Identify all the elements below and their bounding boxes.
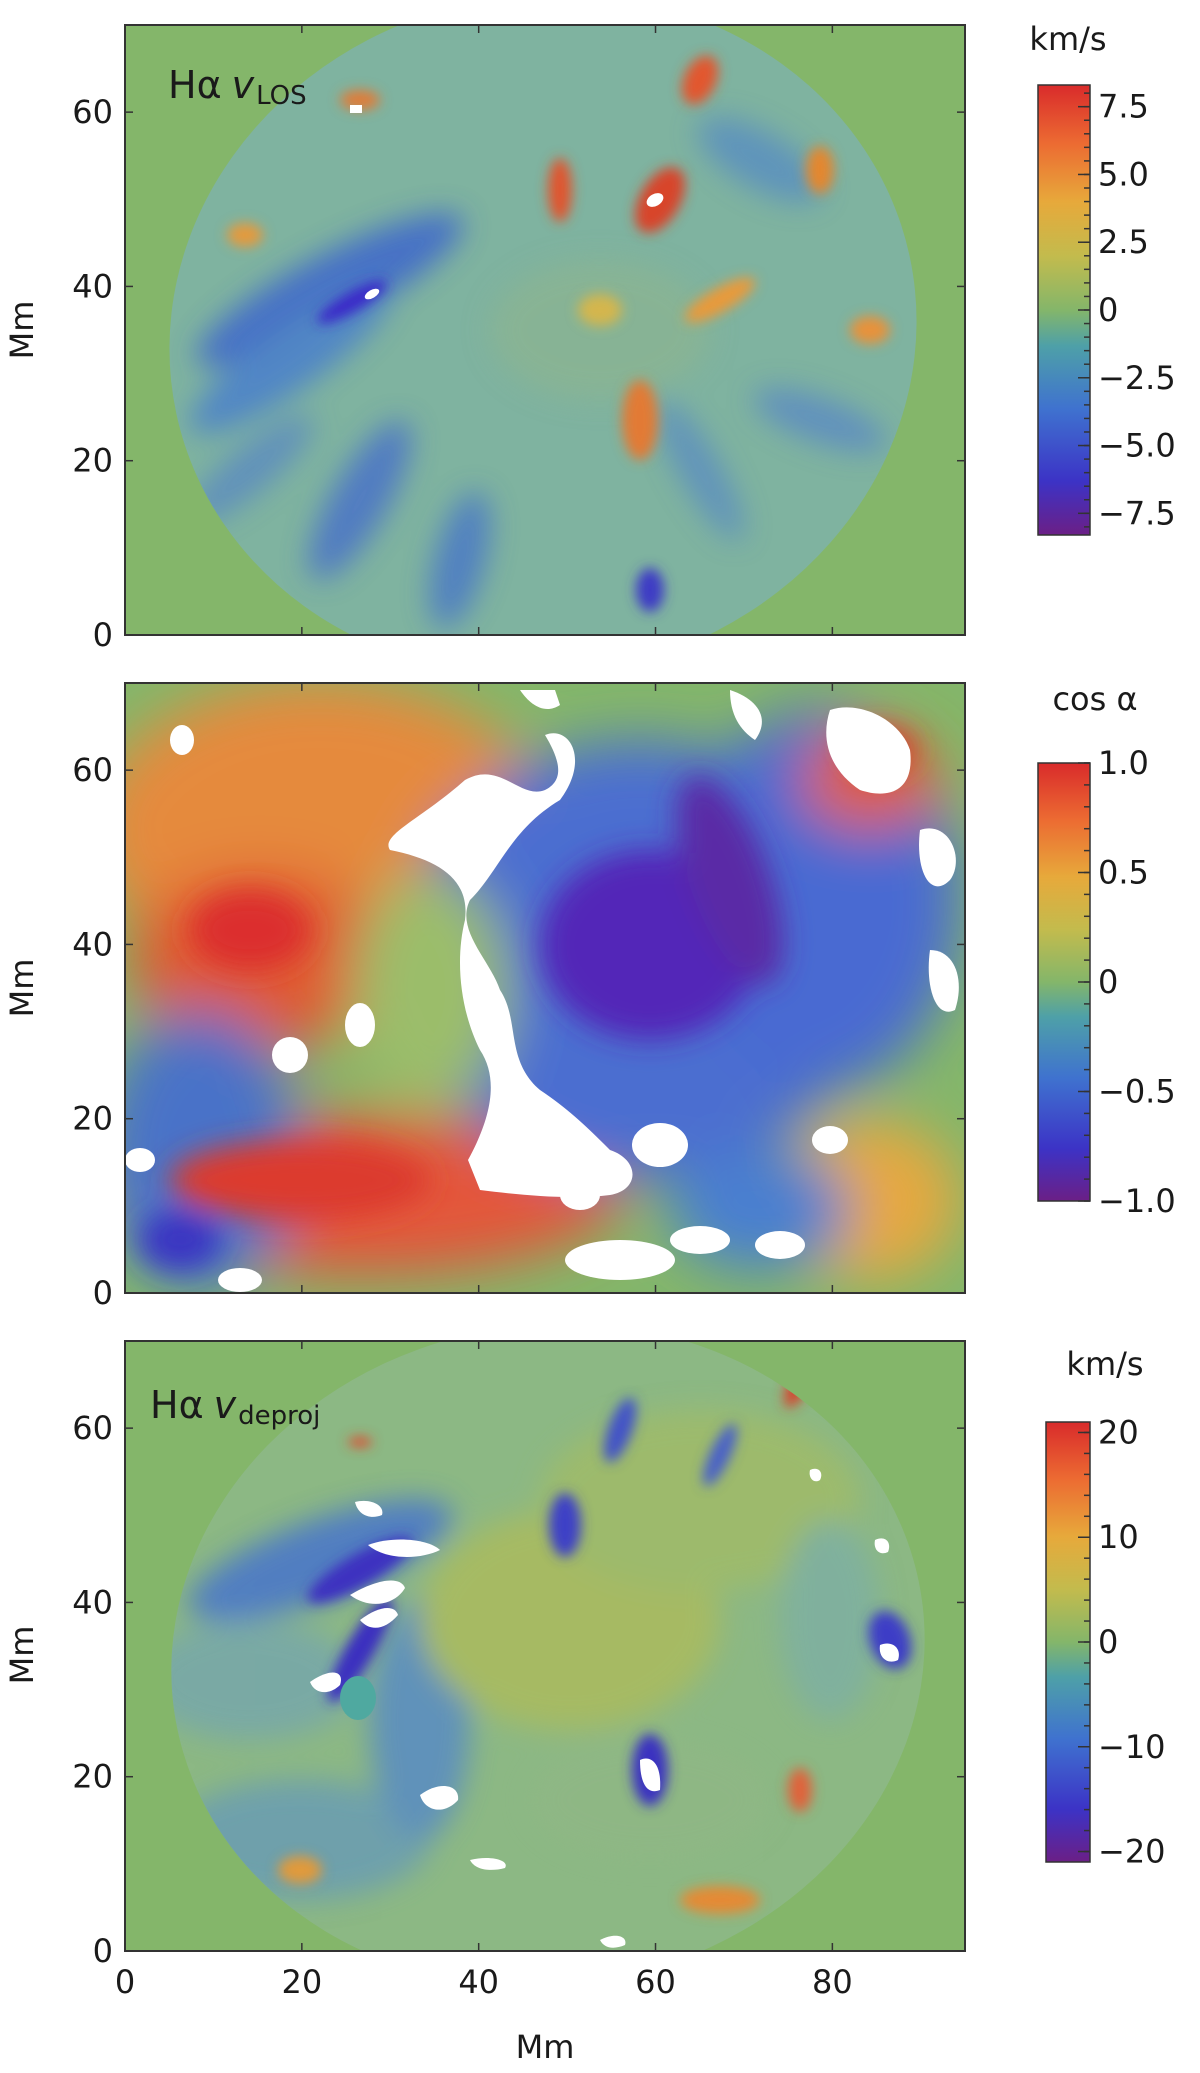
vlos-panel-label: Hα vLOS bbox=[168, 63, 307, 111]
cosalpha-y-axis-label: Mm bbox=[3, 959, 41, 1018]
vlos-heatmap-image bbox=[125, 25, 965, 635]
vdeproj-axes: 0 20 40 60 0 20 40 60 80 bbox=[72, 1341, 965, 2001]
vdeproj-plot-frame bbox=[124, 1340, 966, 1952]
vdeproj-colorbar-ticks: 20 10 0 −10 −20 bbox=[1078, 1413, 1166, 1871]
cosalpha-colorbar-tick-label: −1.0 bbox=[1098, 1182, 1176, 1220]
vdeproj-x-tick-label: 0 bbox=[115, 1963, 135, 2001]
vlos-colorbar-tick-label: 5.0 bbox=[1098, 155, 1149, 193]
vlos-axes: 0 20 40 60 bbox=[72, 25, 965, 654]
vdeproj-x-tick-label: 40 bbox=[458, 1963, 499, 2001]
cosalpha-heatmap-image bbox=[125, 683, 965, 1293]
vdeproj-colorbar-title: km/s bbox=[1066, 1345, 1143, 1383]
vdeproj-colorbar: km/s 20 10 0 −10 −20 bbox=[1045, 1345, 1166, 1871]
cosalpha-y-tick-label: 0 bbox=[93, 1274, 113, 1312]
vlos-panel-label-line: Hα bbox=[168, 63, 222, 107]
vlos-colorbar-title: km/s bbox=[1029, 20, 1106, 58]
vdeproj-x-axis-label: Mm bbox=[516, 2028, 575, 2066]
vdeproj-heatmap-image bbox=[125, 1341, 965, 1951]
vlos-colorbar-tick-label: −2.5 bbox=[1098, 359, 1176, 397]
vlos-colorbar-tick-label: −7.5 bbox=[1098, 494, 1176, 532]
vlos-colorbar-tick-label: −5.0 bbox=[1098, 427, 1176, 465]
cosalpha-colorbar-tick-label: −0.5 bbox=[1098, 1073, 1176, 1111]
cosalpha-y-tick-label: 60 bbox=[72, 751, 113, 789]
vlos-y-tick-label: 60 bbox=[72, 93, 113, 131]
vlos-y-tick-label: 20 bbox=[72, 442, 113, 480]
vdeproj-x-tick-label: 80 bbox=[812, 1963, 853, 2001]
vdeproj-y-tick-label: 20 bbox=[72, 1758, 113, 1796]
cosalpha-axes: 0 20 40 60 bbox=[72, 683, 965, 1312]
vdeproj-x-tick-label: 20 bbox=[281, 1963, 322, 2001]
panel-vdeproj: 0 20 40 60 0 20 40 60 80 Hα vdeproj Mm Mm km/s 20… bbox=[3, 1340, 1166, 2066]
vdeproj-colorbar-tick-label: 0 bbox=[1098, 1623, 1118, 1661]
cosalpha-colorbar-tick-label: 0.5 bbox=[1098, 854, 1149, 892]
vlos-panel-label-var: v bbox=[232, 63, 255, 107]
cosalpha-y-tick-label: 20 bbox=[72, 1100, 113, 1138]
vlos-plot-frame bbox=[124, 24, 966, 636]
cosalpha-colorbar-ticks: 1.0 0.5 0 −0.5 −1.0 bbox=[1078, 744, 1176, 1220]
vlos-colorbar-tick-label: 2.5 bbox=[1098, 223, 1149, 261]
vlos-colorbar: km/s 7.5 5.0 2.5 0 −2.5 −5.0 −7.5 bbox=[1029, 20, 1176, 536]
panel-cosalpha: 0 20 40 60 Mm cos α 1.0 0.5 0 −0.5 −1.0 bbox=[3, 680, 1176, 1312]
vdeproj-y-tick-label: 60 bbox=[72, 1409, 113, 1447]
vlos-colorbar-ticks: 7.5 5.0 2.5 0 −2.5 −5.0 −7.5 bbox=[1078, 88, 1176, 532]
cosalpha-colorbar-title: cos α bbox=[1052, 680, 1137, 718]
vlos-y-axis-label: Mm bbox=[3, 301, 41, 360]
vdeproj-x-tick-label: 60 bbox=[635, 1963, 676, 2001]
vdeproj-colorbar-tick-label: −20 bbox=[1098, 1833, 1166, 1871]
vlos-colorbar-tick-label: 0 bbox=[1098, 291, 1118, 329]
panel-vlos: 0 20 40 60 Hα vLOS Mm km/s 7.5 5.0 2.5 0 −2.5 −5.… bbox=[3, 20, 1176, 654]
vdeproj-y-tick-label: 40 bbox=[72, 1583, 113, 1621]
cosalpha-colorbar: cos α 1.0 0.5 0 −0.5 −1.0 bbox=[1037, 680, 1176, 1220]
cosalpha-plot-frame bbox=[124, 682, 966, 1294]
vdeproj-panel-label-sub: deproj bbox=[238, 1401, 320, 1431]
vdeproj-panel-label-line: Hα bbox=[150, 1383, 204, 1427]
vlos-colorbar-tick-label: 7.5 bbox=[1098, 88, 1149, 126]
vlos-y-tick-label: 0 bbox=[93, 616, 113, 654]
cosalpha-colorbar-tick-label: 1.0 bbox=[1098, 744, 1149, 782]
cosalpha-y-tick-label: 40 bbox=[72, 925, 113, 963]
cosalpha-colorbar-tick-label: 0 bbox=[1098, 963, 1118, 1001]
vdeproj-colorbar-tick-label: −10 bbox=[1098, 1728, 1166, 1766]
vdeproj-colorbar-tick-label: 20 bbox=[1098, 1413, 1139, 1451]
vlos-y-tick-label: 40 bbox=[72, 267, 113, 305]
vlos-panel-label-sub: LOS bbox=[256, 81, 307, 111]
vdeproj-panel-label-var: v bbox=[214, 1383, 237, 1427]
vdeproj-y-tick-label: 0 bbox=[93, 1932, 113, 1970]
vdeproj-y-axis-label: Mm bbox=[3, 1626, 41, 1685]
vdeproj-colorbar-tick-label: 10 bbox=[1098, 1518, 1139, 1556]
vdeproj-panel-label: Hα vdeproj bbox=[150, 1383, 320, 1431]
